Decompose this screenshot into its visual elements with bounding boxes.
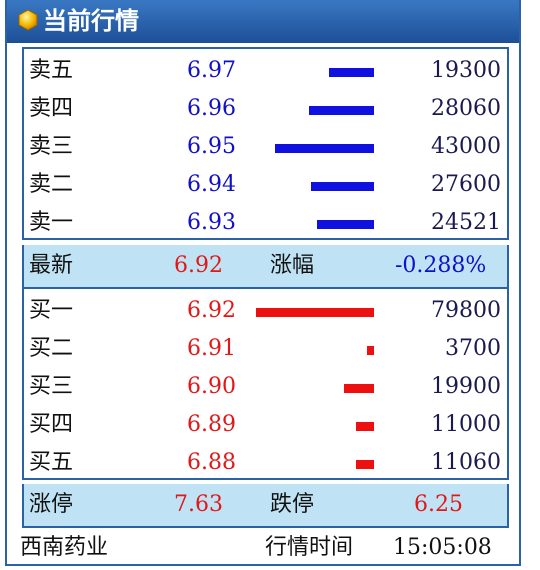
time-label: 行情时间 [265,535,354,560]
latest-price-band: 最新 6.92 涨幅 -0.288% [22,245,509,287]
latest-label: 最新 [29,253,74,278]
order-volume: 3700 [445,336,501,361]
order-volume: 27600 [431,172,501,197]
sell-orders-box: 卖五 6.97 19300 卖四 6.96 28060 卖三 6.95 43000 卖二 6.94 2… [22,47,509,240]
volume-bar [256,308,374,317]
buy-order-row: 买四 6.89 11000 [24,406,507,444]
order-price: 6.89 [187,412,236,437]
limit-up-label: 涨停 [29,492,74,517]
limit-down-label: 跌停 [270,492,315,517]
volume-bar [356,460,374,469]
order-volume: 24521 [431,210,501,235]
order-volume: 11000 [431,412,501,437]
order-price: 6.91 [187,336,236,361]
order-volume: 19300 [431,58,501,83]
order-level-label: 买五 [29,450,74,475]
order-price: 6.88 [187,450,236,475]
sell-order-row: 卖四 6.96 28060 [24,90,507,128]
order-volume: 19900 [431,374,501,399]
quote-panel: 当前行情 卖五 6.97 19300 卖四 6.96 28060 卖三 6.95 43000 卖二… [5,0,521,566]
order-price: 6.97 [187,58,236,83]
volume-bar [367,346,374,355]
order-price: 6.93 [187,210,236,235]
change-value: -0.288% [395,253,487,278]
volume-bar [311,182,374,191]
order-volume: 11060 [431,450,501,475]
limit-down-value: 6.25 [414,492,463,517]
order-level-label: 卖二 [29,172,74,197]
change-label: 涨幅 [270,253,315,278]
order-volume: 79800 [431,298,501,323]
panel-header: 当前行情 [7,0,519,43]
time-value: 15:05:08 [393,535,492,560]
buy-order-row: 买一 6.92 79800 [24,292,507,330]
sell-order-row: 卖三 6.95 43000 [24,128,507,166]
buy-order-row: 买二 6.91 3700 [24,330,507,368]
order-volume: 43000 [431,134,501,159]
sell-order-row: 卖五 6.97 19300 [24,52,507,90]
order-level-label: 卖三 [29,134,74,159]
hexagon-logo-icon [18,9,38,31]
volume-bar [344,384,374,393]
order-level-label: 卖四 [29,96,74,121]
panel-title: 当前行情 [43,7,139,35]
buy-orders-box: 买一 6.92 79800 买二 6.91 3700 买三 6.90 19900 买四 6.89 11… [22,287,509,480]
order-price: 6.90 [187,374,236,399]
order-level-label: 买三 [29,374,74,399]
volume-bar [356,422,374,431]
order-level-label: 买一 [29,298,74,323]
order-level-label: 买四 [29,412,74,437]
order-price: 6.92 [187,298,236,323]
volume-bar [317,220,374,229]
limits-band: 涨停 7.63 跌停 6.25 [22,484,509,528]
sell-order-row: 卖一 6.93 24521 [24,204,507,242]
order-volume: 28060 [431,96,501,121]
volume-bar [275,144,374,153]
order-price: 6.95 [187,134,236,159]
order-level-label: 卖一 [29,210,74,235]
latest-value: 6.92 [174,253,223,278]
order-price: 6.96 [187,96,236,121]
sell-order-row: 卖二 6.94 27600 [24,166,507,204]
buy-order-row: 买三 6.90 19900 [24,368,507,406]
volume-bar [309,106,374,115]
order-level-label: 买二 [29,336,74,361]
buy-order-row: 买五 6.88 11060 [24,444,507,482]
stock-name: 西南药业 [20,535,109,560]
order-level-label: 卖五 [29,58,74,83]
limit-up-value: 7.63 [174,492,223,517]
volume-bar [329,68,374,77]
order-price: 6.94 [187,172,236,197]
